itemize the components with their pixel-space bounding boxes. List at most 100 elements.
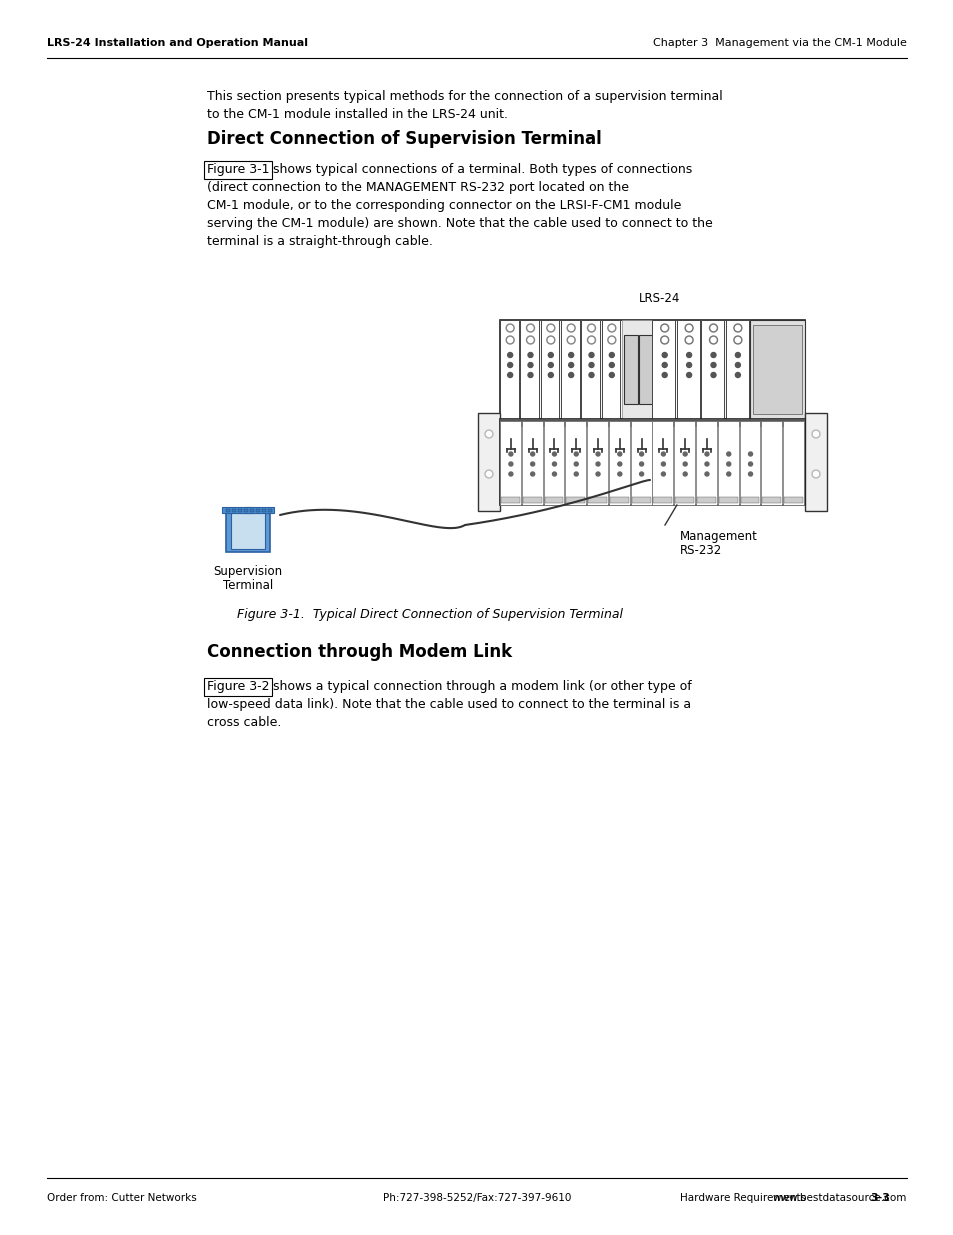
Bar [255, 509, 260, 513]
Circle shape [596, 472, 599, 475]
Bar [677, 320, 700, 419]
Bar [782, 421, 803, 505]
Bar [804, 412, 826, 511]
Bar [499, 419, 804, 505]
Bar [477, 412, 499, 511]
Circle shape [686, 326, 691, 331]
Circle shape [710, 373, 716, 378]
Bar [588, 496, 606, 503]
Text: shows typical connections of a terminal. Both types of connections: shows typical connections of a terminal.… [269, 163, 692, 177]
Circle shape [607, 324, 616, 332]
Bar [749, 320, 804, 419]
Text: Connection through Modem Link: Connection through Modem Link [207, 643, 512, 661]
Circle shape [526, 336, 534, 345]
Bar [231, 513, 265, 550]
Circle shape [548, 352, 553, 357]
Text: LRS-24: LRS-24 [639, 291, 680, 305]
Bar [586, 421, 607, 505]
Circle shape [596, 452, 599, 456]
Circle shape [484, 471, 493, 478]
Circle shape [507, 326, 512, 331]
Text: Order from: Cutter Networks: Order from: Cutter Networks [47, 1193, 196, 1203]
Circle shape [609, 337, 614, 342]
Circle shape [588, 352, 594, 357]
Bar [226, 510, 270, 552]
Text: (direct connection to the MANAGEMENT RS-232 port located on the: (direct connection to the MANAGEMENT RS-… [207, 182, 628, 194]
Circle shape [506, 336, 514, 345]
Text: Figure 3-1.  Typical Direct Connection of Supervision Terminal: Figure 3-1. Typical Direct Connection of… [236, 608, 622, 621]
Bar [244, 509, 248, 513]
Circle shape [486, 431, 491, 436]
Circle shape [548, 326, 553, 331]
Circle shape [735, 326, 740, 331]
Circle shape [618, 472, 621, 475]
Bar [226, 509, 230, 513]
Bar [540, 320, 558, 419]
Circle shape [484, 430, 493, 438]
Bar [752, 325, 801, 414]
Circle shape [546, 324, 555, 332]
Bar [522, 496, 541, 503]
Circle shape [527, 363, 533, 368]
Circle shape [660, 324, 668, 332]
Bar [499, 419, 804, 427]
Circle shape [568, 363, 573, 368]
Bar [222, 508, 274, 513]
Circle shape [735, 373, 740, 378]
Circle shape [682, 452, 686, 456]
Circle shape [507, 373, 512, 378]
Text: Hardware Requirements: Hardware Requirements [679, 1193, 805, 1203]
Circle shape [588, 326, 594, 331]
Bar [700, 320, 723, 419]
Circle shape [686, 363, 691, 368]
Bar [499, 421, 520, 505]
Bar [601, 320, 619, 419]
Bar [499, 320, 518, 419]
Circle shape [704, 462, 708, 466]
Circle shape [618, 452, 621, 456]
Circle shape [704, 472, 708, 475]
Circle shape [609, 326, 614, 331]
Bar [521, 421, 542, 505]
Bar [652, 421, 673, 505]
Circle shape [660, 472, 664, 475]
Bar [719, 496, 737, 503]
Bar [580, 320, 599, 419]
Circle shape [726, 452, 730, 456]
Text: Terminal: Terminal [223, 579, 273, 592]
Text: to the CM-1 module installed in the LRS-24 unit.: to the CM-1 module installed in the LRS-… [207, 107, 507, 121]
Circle shape [684, 324, 693, 332]
Circle shape [508, 462, 513, 466]
Circle shape [574, 472, 578, 475]
Text: RS-232: RS-232 [679, 543, 721, 557]
Circle shape [508, 452, 513, 456]
Text: Figure 3-2: Figure 3-2 [207, 680, 269, 693]
Bar [760, 421, 781, 505]
Text: Management: Management [679, 530, 757, 543]
Circle shape [609, 373, 614, 378]
Circle shape [661, 326, 666, 331]
Circle shape [709, 324, 717, 332]
Circle shape [530, 452, 534, 456]
Circle shape [507, 352, 512, 357]
Circle shape [546, 336, 555, 345]
Circle shape [735, 337, 740, 342]
Circle shape [735, 363, 740, 368]
Text: cross cable.: cross cable. [207, 716, 281, 729]
Bar [500, 496, 519, 503]
Circle shape [552, 472, 556, 475]
Bar [565, 421, 585, 505]
Circle shape [811, 471, 820, 478]
Circle shape [588, 373, 594, 378]
Bar [696, 421, 716, 505]
Circle shape [548, 373, 553, 378]
Circle shape [574, 452, 578, 456]
Text: 3-3: 3-3 [869, 1193, 889, 1203]
Bar [609, 496, 628, 503]
Bar [717, 421, 738, 505]
Circle shape [587, 324, 595, 332]
Circle shape [609, 363, 614, 368]
Bar [499, 320, 804, 419]
Circle shape [568, 337, 573, 342]
Text: Chapter 3  Management via the CM-1 Module: Chapter 3 Management via the CM-1 Module [653, 38, 906, 48]
